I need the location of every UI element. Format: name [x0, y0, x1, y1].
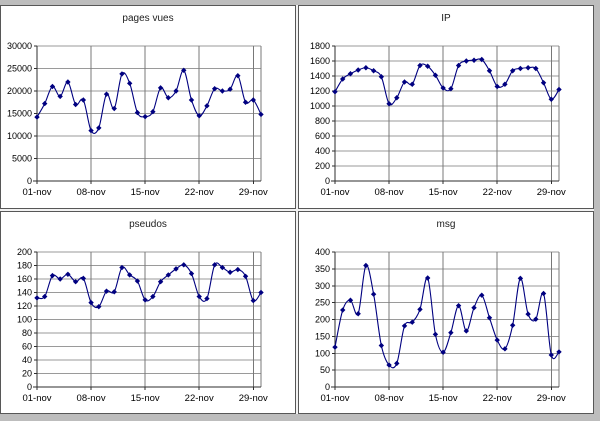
svg-text:29-nov: 29-nov [537, 393, 566, 404]
svg-text:50: 50 [320, 365, 330, 375]
svg-text:30000: 30000 [7, 41, 32, 51]
svg-text:01-nov: 01-nov [22, 393, 51, 404]
svg-text:15-nov: 15-nov [131, 393, 160, 404]
charts-grid: pages vues 0 5000 10000 15000 20000 25000 3000… [0, 5, 594, 414]
svg-text:200: 200 [17, 247, 32, 257]
svg-text:22-nov: 22-nov [185, 393, 214, 404]
panel-msg: msg 0 50 100 150 200 250 300 350 400 01-nov 08-nov… [298, 211, 594, 414]
svg-text:20: 20 [22, 369, 32, 379]
panel-pseudos: pseudos 0 20 40 60 80 100 120 140 160 180 200 01-no… [0, 211, 296, 414]
svg-text:1800: 1800 [310, 41, 330, 51]
svg-text:08-nov: 08-nov [375, 393, 404, 404]
svg-text:0: 0 [325, 176, 330, 186]
chart-title-msg: msg [436, 219, 456, 230]
svg-text:1400: 1400 [310, 71, 330, 81]
svg-text:600: 600 [315, 131, 330, 141]
svg-text:22-nov: 22-nov [185, 187, 214, 198]
chart-title-ip: IP [441, 13, 451, 24]
svg-text:15-nov: 15-nov [429, 393, 458, 404]
svg-text:01-nov: 01-nov [320, 187, 349, 198]
svg-text:0: 0 [27, 176, 32, 186]
panel-ip: IP 0 200 400 600 800 1000 1200 1400 1600 1800 01-n… [298, 5, 594, 209]
svg-text:100: 100 [315, 348, 330, 358]
svg-text:200: 200 [315, 161, 330, 171]
svg-text:800: 800 [315, 116, 330, 126]
svg-text:10000: 10000 [7, 131, 32, 141]
chart-title-pseudos: pseudos [129, 219, 167, 230]
chart-title-pages-vues: pages vues [122, 13, 174, 24]
svg-text:60: 60 [22, 342, 32, 352]
svg-text:08-nov: 08-nov [375, 187, 404, 198]
svg-text:350: 350 [315, 264, 330, 274]
svg-text:15000: 15000 [7, 109, 32, 119]
msg-chart: 0 50 100 150 200 250 300 350 400 01-nov 08-nov 15-n… [315, 247, 566, 404]
svg-text:140: 140 [17, 288, 32, 298]
svg-text:01-nov: 01-nov [320, 393, 349, 404]
svg-text:400: 400 [315, 247, 330, 257]
svg-text:5000: 5000 [12, 154, 32, 164]
svg-text:25000: 25000 [7, 64, 32, 74]
ip-chart: 0 200 400 600 800 1000 1200 1400 1600 1800 01-nov 0… [310, 41, 566, 198]
svg-text:0: 0 [27, 382, 32, 392]
svg-text:08-nov: 08-nov [77, 187, 106, 198]
svg-text:300: 300 [315, 281, 330, 291]
svg-text:22-nov: 22-nov [483, 187, 512, 198]
svg-text:1200: 1200 [310, 86, 330, 96]
svg-text:08-nov: 08-nov [77, 393, 106, 404]
svg-text:160: 160 [17, 274, 32, 284]
panel-pages-vues: pages vues 0 5000 10000 15000 20000 25000 3000… [0, 5, 296, 209]
svg-text:22-nov: 22-nov [483, 393, 512, 404]
svg-text:100: 100 [17, 315, 32, 325]
svg-text:180: 180 [17, 261, 32, 271]
svg-text:120: 120 [17, 301, 32, 311]
svg-text:150: 150 [315, 331, 330, 341]
svg-text:29-nov: 29-nov [537, 187, 566, 198]
svg-text:29-nov: 29-nov [239, 393, 268, 404]
pseudos-chart: 0 20 40 60 80 100 120 140 160 180 200 01-nov 08-nov 1… [17, 247, 268, 404]
svg-text:250: 250 [315, 298, 330, 308]
svg-text:200: 200 [315, 315, 330, 325]
svg-text:15-nov: 15-nov [131, 187, 160, 198]
svg-text:400: 400 [315, 146, 330, 156]
svg-text:29-nov: 29-nov [239, 187, 268, 198]
svg-text:15-nov: 15-nov [429, 187, 458, 198]
svg-text:40: 40 [22, 355, 32, 365]
svg-text:20000: 20000 [7, 86, 32, 96]
svg-text:80: 80 [22, 328, 32, 338]
svg-text:0: 0 [325, 382, 330, 392]
svg-text:1000: 1000 [310, 101, 330, 111]
pages-vues-chart: 0 5000 10000 15000 20000 25000 30000 01-nov 08-n… [7, 41, 268, 198]
svg-text:01-nov: 01-nov [22, 187, 51, 198]
svg-text:1600: 1600 [310, 56, 330, 66]
